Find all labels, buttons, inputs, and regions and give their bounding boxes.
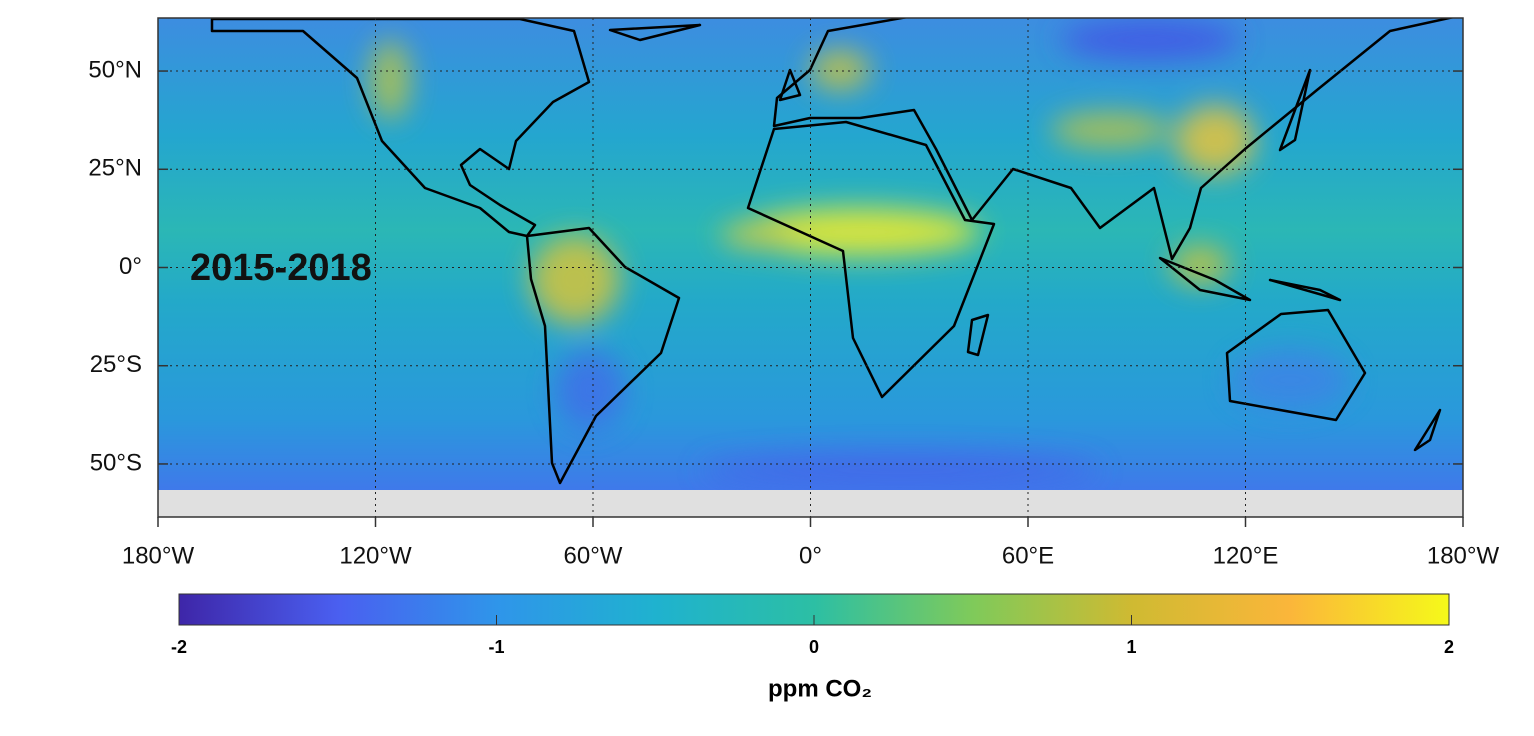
colorbar-tick-label: -2 <box>171 637 187 657</box>
x-tick-label: 120°E <box>1213 542 1279 569</box>
y-tick-label: 0° <box>119 253 142 280</box>
x-tick-label: 60°E <box>1002 542 1054 569</box>
x-tick-label: 60°W <box>564 542 623 569</box>
colorbar-tick-label: -1 <box>488 637 504 657</box>
colorbar-label: ppm CO₂ <box>768 675 872 702</box>
no-data-band <box>158 490 1463 517</box>
colorbar-tick-label: 1 <box>1126 637 1136 657</box>
colorbar-ticks: -2 -1 0 1 2 <box>171 615 1454 657</box>
axes: 180°W 120°W 60°W 0° 60°E 120°E 180°W 50°N 25°N 0°… <box>88 56 1499 569</box>
x-tick-label: 180°W <box>1427 542 1500 569</box>
y-tick-label: 50°N <box>88 56 142 83</box>
y-tick-label: 25°N <box>88 155 142 182</box>
colorbar-tick-label: 0 <box>809 637 819 657</box>
y-tick-label: 25°S <box>90 351 142 378</box>
colorbar-tick-label: 2 <box>1444 637 1454 657</box>
x-tick-label: 180°W <box>122 542 195 569</box>
y-tick-label: 50°S <box>90 449 142 476</box>
coastlines <box>210 18 1456 485</box>
x-tick-label: 120°W <box>339 542 412 569</box>
period-annotation: 2015-2018 <box>190 247 372 289</box>
x-tick-label: 0° <box>799 542 822 569</box>
